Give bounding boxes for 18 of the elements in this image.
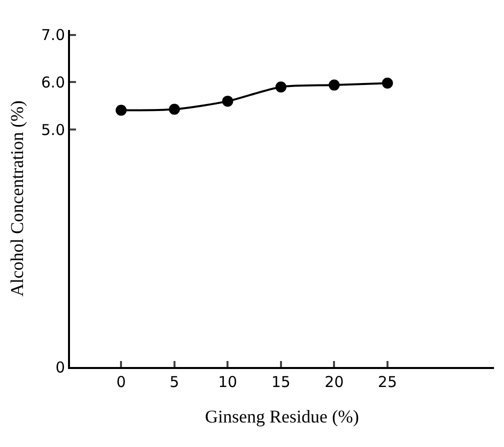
y-tick-label: 5.0 <box>41 120 65 139</box>
x-tick-label: 5 <box>170 373 180 391</box>
point <box>382 78 393 89</box>
x-tick-label: 20 <box>324 373 344 391</box>
x-tick-label: 25 <box>378 373 398 391</box>
y-tick-label: 7.0 <box>41 26 65 44</box>
point <box>222 96 234 107</box>
x-tick-label: 10 <box>218 373 238 391</box>
point <box>328 80 340 91</box>
point <box>116 104 127 116</box>
y-axis-title: Alcohol Concentration (%) <box>7 100 27 296</box>
point <box>275 81 286 92</box>
y-tick-label: 0 <box>55 358 65 376</box>
x-tick-label: 15 <box>271 373 290 391</box>
point <box>168 104 180 115</box>
x-tick-label: 0 <box>116 373 126 391</box>
x-axis-title: Ginseng Residue (%) <box>205 406 359 427</box>
y-tick-label: 6.0 <box>41 73 65 92</box>
